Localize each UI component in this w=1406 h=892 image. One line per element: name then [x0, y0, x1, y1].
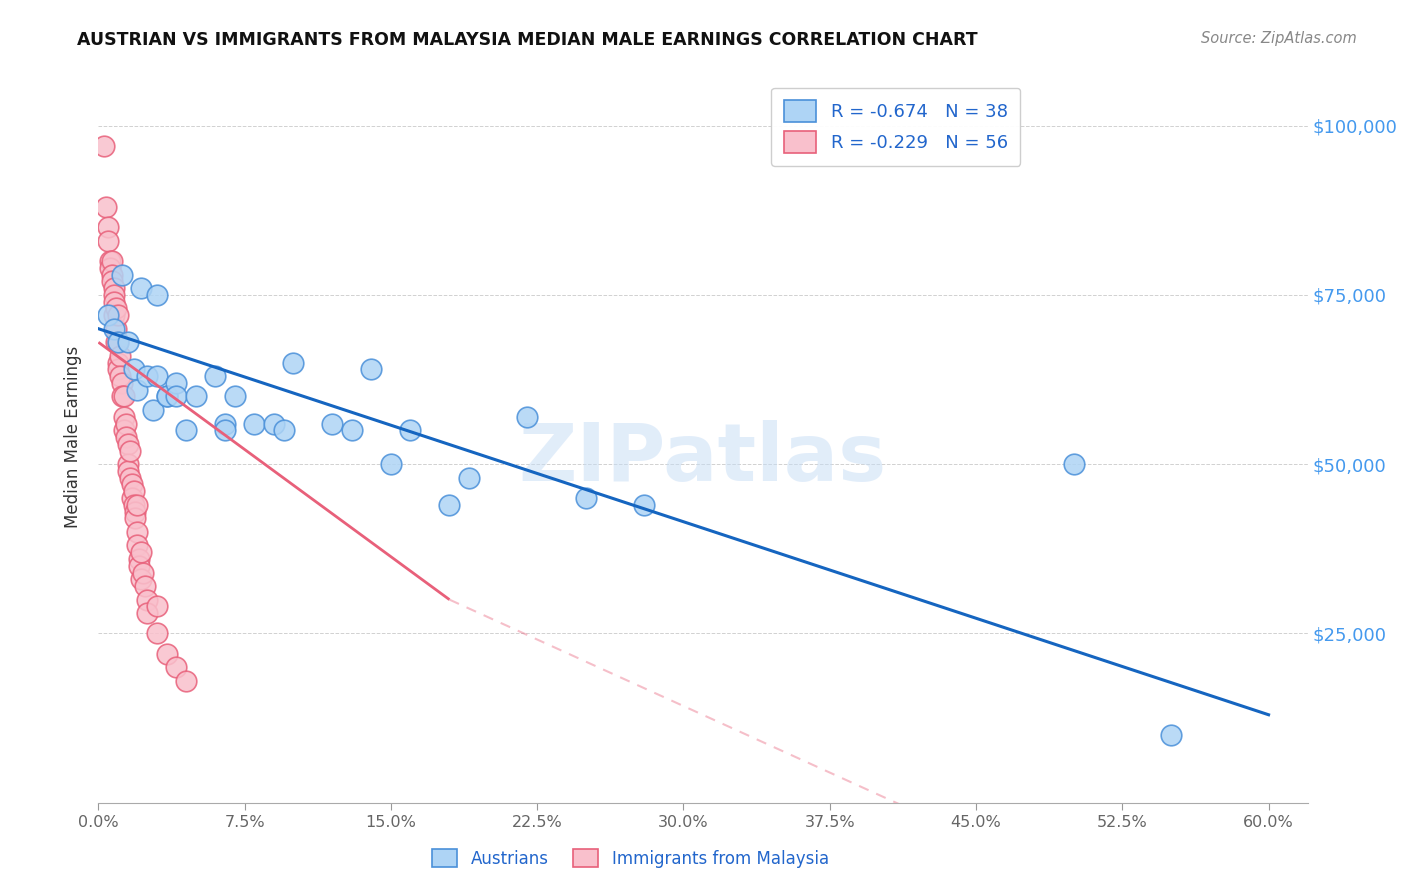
Point — [134, 579, 156, 593]
Point — [214, 423, 236, 437]
Point — [128, 552, 150, 566]
Y-axis label: Median Male Earnings: Median Male Earnings — [65, 346, 83, 528]
Point — [108, 349, 131, 363]
Point — [131, 545, 153, 559]
Point — [146, 369, 169, 384]
Point — [136, 592, 159, 607]
Point — [128, 558, 150, 573]
Point — [112, 409, 135, 424]
Point — [439, 498, 461, 512]
Point — [575, 491, 598, 505]
Point — [136, 369, 159, 384]
Point — [360, 362, 382, 376]
Point — [97, 234, 120, 248]
Point — [104, 335, 127, 350]
Point — [124, 511, 146, 525]
Point — [156, 647, 179, 661]
Point — [165, 660, 187, 674]
Point — [103, 308, 125, 322]
Point — [114, 430, 136, 444]
Point — [146, 626, 169, 640]
Point — [142, 403, 165, 417]
Point — [124, 505, 146, 519]
Point — [121, 477, 143, 491]
Point — [633, 498, 655, 512]
Point — [103, 288, 125, 302]
Point — [107, 355, 129, 369]
Point — [131, 572, 153, 586]
Text: ZIPatlas: ZIPatlas — [519, 420, 887, 498]
Point — [103, 322, 125, 336]
Point — [96, 200, 118, 214]
Point — [184, 389, 207, 403]
Point — [458, 471, 481, 485]
Text: Source: ZipAtlas.com: Source: ZipAtlas.com — [1201, 31, 1357, 46]
Point — [399, 423, 422, 437]
Point — [107, 335, 129, 350]
Point — [321, 417, 343, 431]
Point — [117, 464, 139, 478]
Point — [103, 294, 125, 309]
Point — [101, 274, 124, 288]
Point — [127, 538, 149, 552]
Point — [98, 260, 121, 275]
Point — [101, 268, 124, 282]
Point — [127, 383, 149, 397]
Point — [117, 437, 139, 451]
Point — [114, 417, 136, 431]
Point — [131, 281, 153, 295]
Point — [132, 566, 155, 580]
Point — [156, 389, 179, 403]
Point — [224, 389, 246, 403]
Point — [174, 423, 197, 437]
Point — [122, 362, 145, 376]
Point — [104, 301, 127, 316]
Point — [93, 139, 115, 153]
Point — [118, 443, 141, 458]
Point — [111, 376, 134, 390]
Point — [1063, 457, 1085, 471]
Point — [283, 355, 305, 369]
Point — [112, 423, 135, 437]
Text: AUSTRIAN VS IMMIGRANTS FROM MALAYSIA MEDIAN MALE EARNINGS CORRELATION CHART: AUSTRIAN VS IMMIGRANTS FROM MALAYSIA MED… — [77, 31, 979, 49]
Point — [146, 599, 169, 614]
Point — [1160, 728, 1182, 742]
Point — [117, 335, 139, 350]
Point — [204, 369, 226, 384]
Point — [111, 268, 134, 282]
Point — [98, 254, 121, 268]
Point — [97, 220, 120, 235]
Point — [111, 389, 134, 403]
Point — [117, 457, 139, 471]
Point — [122, 484, 145, 499]
Point — [118, 471, 141, 485]
Point — [243, 417, 266, 431]
Point — [103, 281, 125, 295]
Point — [380, 457, 402, 471]
Legend: Austrians, Immigrants from Malaysia: Austrians, Immigrants from Malaysia — [432, 849, 830, 868]
Point — [101, 254, 124, 268]
Point — [165, 376, 187, 390]
Point — [127, 498, 149, 512]
Point — [108, 369, 131, 384]
Point — [174, 673, 197, 688]
Point — [136, 606, 159, 620]
Point — [122, 498, 145, 512]
Point — [273, 423, 295, 437]
Point — [112, 389, 135, 403]
Point — [214, 417, 236, 431]
Point — [146, 288, 169, 302]
Point — [156, 389, 179, 403]
Point — [107, 335, 129, 350]
Point — [263, 417, 285, 431]
Point — [340, 423, 363, 437]
Point — [104, 322, 127, 336]
Point — [97, 308, 120, 322]
Point — [127, 524, 149, 539]
Point — [516, 409, 538, 424]
Point — [121, 491, 143, 505]
Point — [107, 362, 129, 376]
Point — [107, 308, 129, 322]
Point — [165, 389, 187, 403]
